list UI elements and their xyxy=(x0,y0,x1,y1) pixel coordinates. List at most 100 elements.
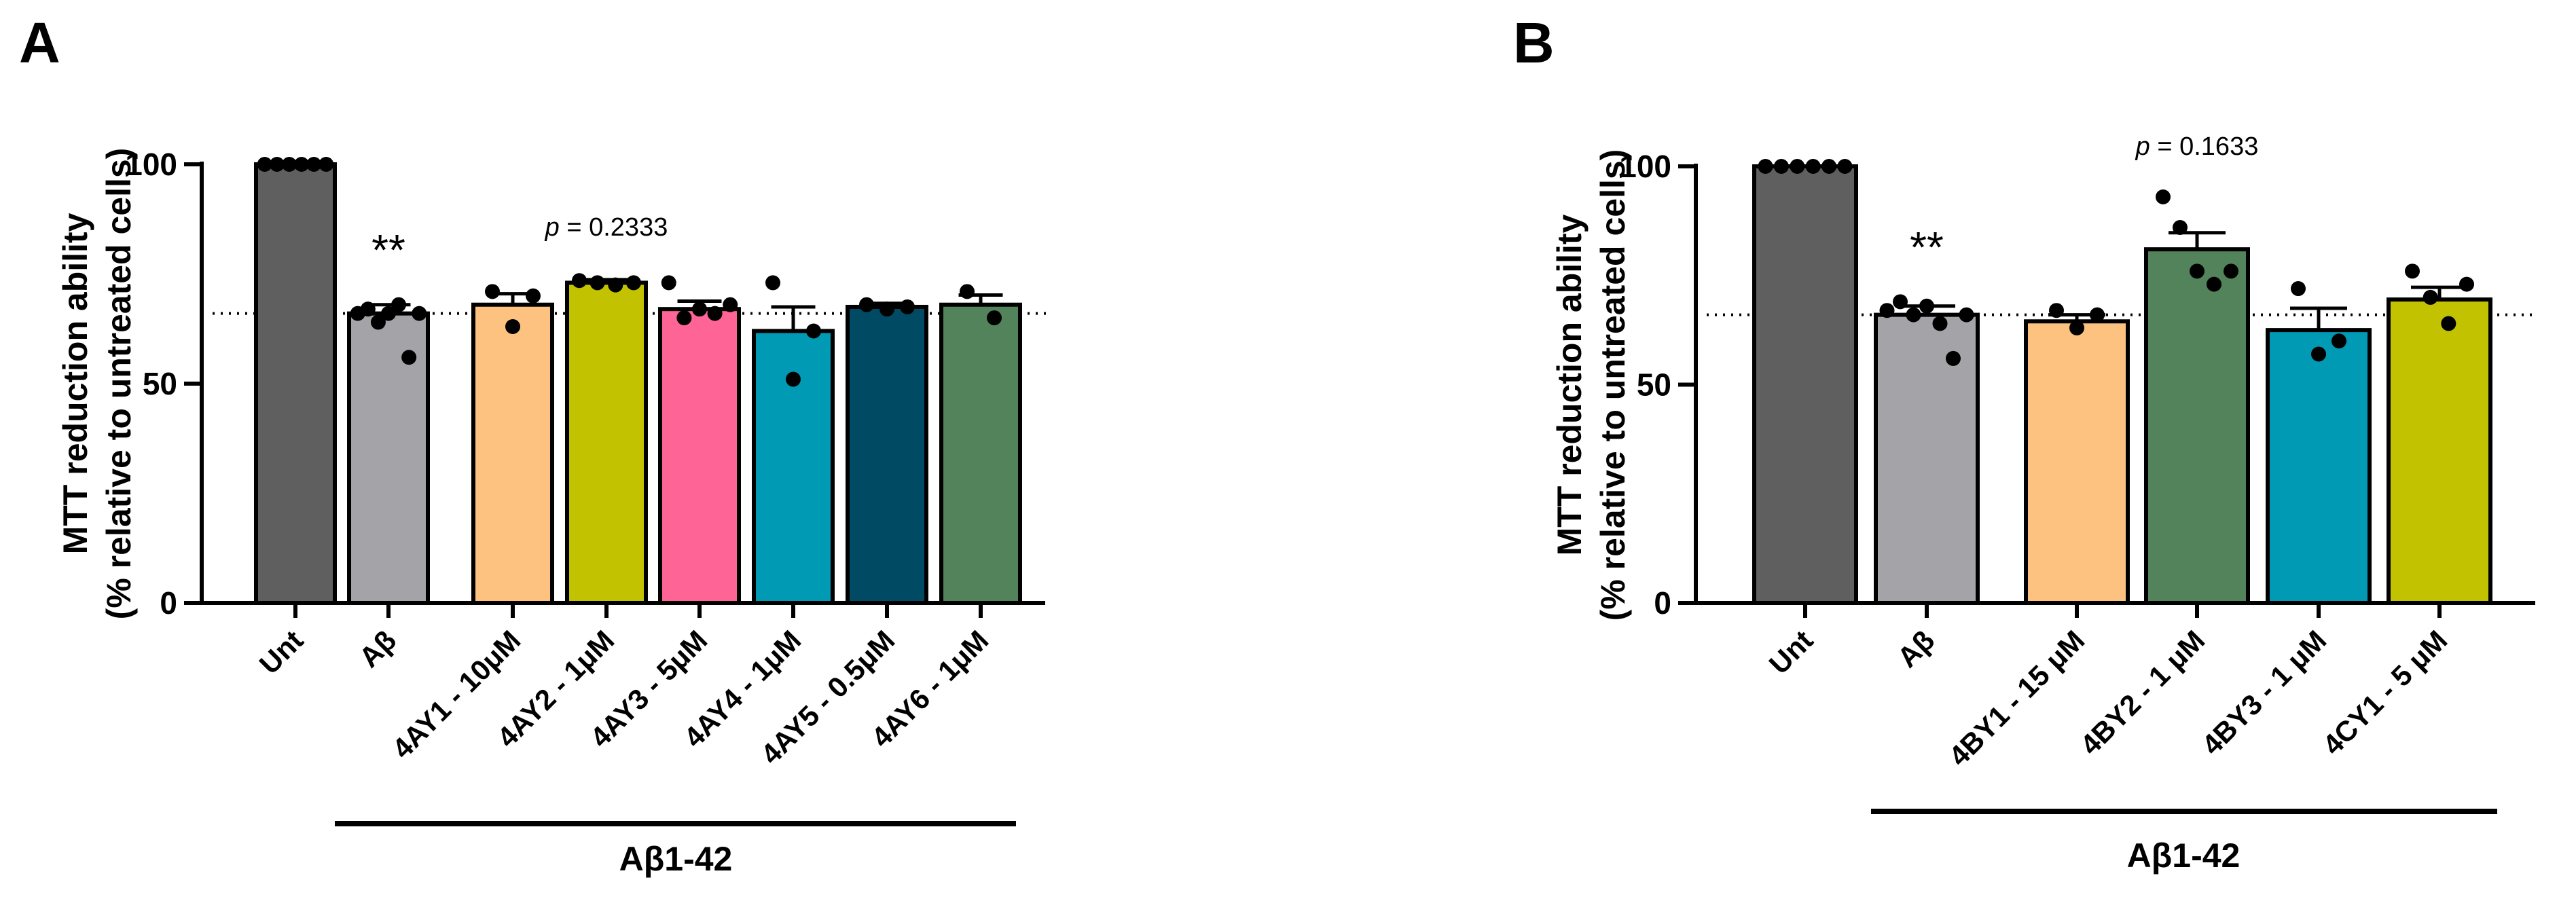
panelb-point-0-3 xyxy=(1805,159,1821,174)
panela-point-6-0 xyxy=(859,297,874,312)
panela-point-1-1 xyxy=(360,301,376,317)
panela-bar-3 xyxy=(565,280,648,605)
panelb-point-3-2 xyxy=(2190,263,2205,279)
panela-point-0-3 xyxy=(294,157,310,172)
panela-group-label: Aβ1-42 xyxy=(619,840,733,878)
panelb-group-label: Aβ1-42 xyxy=(2127,837,2241,875)
panela-significance-1: ** xyxy=(371,225,405,274)
panela-bar-7 xyxy=(939,302,1022,605)
panelb-point-5-3 xyxy=(2459,276,2474,292)
panel-label-a: A xyxy=(19,11,60,75)
panela-point-7-0 xyxy=(960,284,975,299)
panelb-point-3-0 xyxy=(2156,189,2171,205)
panela-point-0-5 xyxy=(319,157,334,172)
panelb-p-annotation: p = 0.1633 xyxy=(2135,132,2259,161)
panela-p-symbol: p xyxy=(545,213,560,242)
panelb-ytick-label-2: 100 xyxy=(1619,149,1671,184)
panelb-point-5-1 xyxy=(2423,289,2438,305)
panel-label-b: B xyxy=(1513,11,1555,75)
panela-point-3-2 xyxy=(608,277,623,293)
panela-point-6-2 xyxy=(900,299,915,314)
panela-point-5-0 xyxy=(765,275,780,291)
panela-bar-0 xyxy=(254,162,337,605)
panela-point-3-0 xyxy=(572,273,587,289)
panela-p-annotation: p = 0.2333 xyxy=(545,213,668,242)
panela-point-4-1 xyxy=(676,310,692,326)
panela-point-0-0 xyxy=(257,157,272,172)
panelb-bar-1 xyxy=(1874,312,1980,605)
panelb-point-1-1 xyxy=(1893,294,1908,310)
panela-point-4-0 xyxy=(661,275,676,291)
panel-a: A MTT reduction ability (% relative to un… xyxy=(19,11,1048,878)
panela-point-0-1 xyxy=(269,157,285,172)
panelb-ytick-label-1: 50 xyxy=(1637,367,1671,403)
panelb-xtick-label-1: Aβ xyxy=(1891,624,1941,674)
panela-bar-6 xyxy=(846,304,928,605)
panelb-point-3-4 xyxy=(2224,263,2238,279)
panelb-point-1-6 xyxy=(1959,307,1974,323)
panela-p-value: = 0.2333 xyxy=(560,213,668,242)
panela-point-7-1 xyxy=(987,310,1002,326)
panela-point-1-6 xyxy=(412,306,427,321)
panelb-xtick-label-2: 4BY1 - 15 μM xyxy=(1942,624,2090,772)
panelb-xtick-label-5: 4CY1 - 5 μM xyxy=(2317,624,2454,761)
panelb-xtick-label-4: 4BY3 - 1 μM xyxy=(2196,624,2333,761)
panelb-bar-4 xyxy=(2266,328,2372,605)
panela-point-0-4 xyxy=(306,157,322,172)
panelb-point-1-4 xyxy=(1932,316,1948,331)
panelb-ytick-label-0: 0 xyxy=(1654,585,1671,621)
panela-point-1-2 xyxy=(370,314,386,330)
panelb-p-symbol: p xyxy=(2135,132,2150,161)
panelb-ylabel-line2: (% relative to untreated cells) xyxy=(1594,149,1632,621)
plot-a: MTT reduction ability (% relative to untr… xyxy=(56,147,1048,878)
panelb-bar-3 xyxy=(2144,247,2250,606)
panelb-point-3-1 xyxy=(2173,220,2188,236)
panela-bar-2 xyxy=(471,302,554,605)
panelb-point-1-3 xyxy=(1919,298,1934,314)
panelb-bar-0 xyxy=(1752,164,1858,605)
panela-point-1-4 xyxy=(391,297,407,312)
panela-point-2-2 xyxy=(526,288,541,304)
panelb-p-value: = 0.1633 xyxy=(2150,132,2259,161)
panelb-significance-1: ** xyxy=(1910,223,1944,272)
panela-xtick-label-0: Unt xyxy=(253,624,310,680)
panelb-point-1-2 xyxy=(1906,307,1921,323)
panela-point-2-1 xyxy=(505,319,520,335)
panela-point-4-2 xyxy=(692,301,707,317)
panelb-xtick-label-0: Unt xyxy=(1763,624,1819,680)
panela-point-6-1 xyxy=(879,301,894,317)
panela-point-3-3 xyxy=(626,275,641,291)
panelb-point-5-2 xyxy=(2441,316,2456,331)
panelb-point-2-2 xyxy=(2090,307,2105,323)
panela-ylabel-line2: (% relative to untreated cells) xyxy=(100,148,138,620)
panelb-point-4-0 xyxy=(2291,281,2306,297)
panela-point-4-4 xyxy=(723,297,738,312)
panela-xtick-label-1: Aβ xyxy=(353,624,403,674)
panela-ytick-label-0: 0 xyxy=(160,585,177,621)
panelb-point-0-2 xyxy=(1790,159,1805,174)
panela-ylabel-line1: MTT reduction ability xyxy=(56,213,94,554)
panela-point-5-1 xyxy=(786,371,801,387)
panelb-point-2-1 xyxy=(2069,320,2084,335)
panelb-point-4-2 xyxy=(2332,333,2346,349)
panelb-point-0-4 xyxy=(1821,159,1837,174)
panela-point-2-0 xyxy=(485,284,500,299)
panelb-point-1-5 xyxy=(1946,350,1961,366)
panelb-point-0-1 xyxy=(1773,159,1789,174)
panelb-point-0-0 xyxy=(1758,159,1773,174)
panelb-bar-5 xyxy=(2387,297,2492,605)
panelb-point-0-5 xyxy=(1837,159,1853,174)
panela-point-4-3 xyxy=(707,306,723,321)
panelb-point-1-0 xyxy=(1879,303,1895,318)
panel-b: B MTT reduction ability (% relative to un… xyxy=(1513,11,2538,875)
panela-point-1-5 xyxy=(401,350,417,365)
panelb-point-3-3 xyxy=(2207,276,2221,292)
panela-point-3-1 xyxy=(589,275,605,291)
plot-b: MTT reduction ability (% relative to untr… xyxy=(1550,132,2538,875)
panela-bar-4 xyxy=(658,307,741,605)
panelb-bar-2 xyxy=(2024,319,2130,605)
panela-point-0-2 xyxy=(281,157,297,172)
panela-point-1-3 xyxy=(381,306,396,321)
panela-ytick-label-2: 100 xyxy=(125,147,177,182)
